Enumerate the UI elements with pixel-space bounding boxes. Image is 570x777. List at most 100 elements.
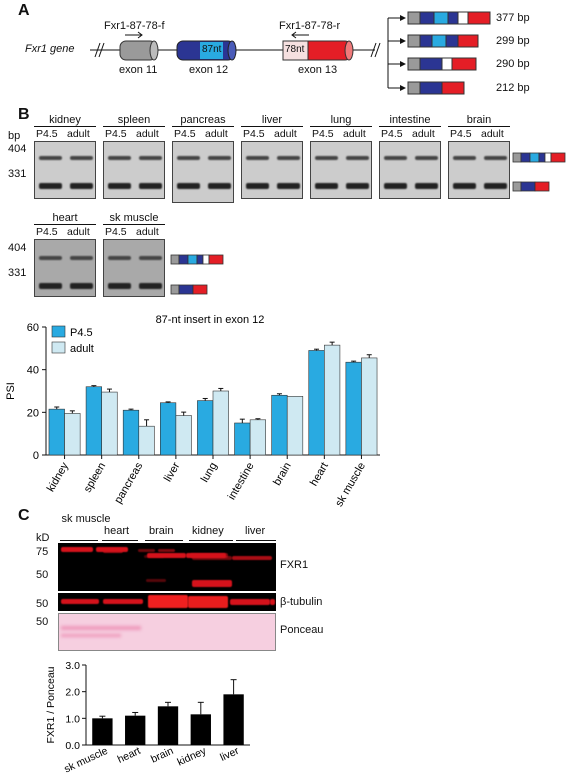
- gel-band: [39, 283, 62, 289]
- lane-label: adult: [136, 128, 159, 140]
- bar-adult: [64, 413, 81, 456]
- gel-band: [277, 183, 300, 189]
- x-tick-label: liver: [218, 745, 241, 764]
- tissue-label-intestine: intestine: [379, 114, 441, 127]
- legend-swatch: [51, 341, 66, 354]
- blot-c-tissue-kidney: kidney: [192, 525, 224, 537]
- bar-adult: [286, 396, 304, 456]
- gel-area: kidney P4.5 adult spleen P4.5 adult pancreas P4…: [0, 0, 570, 310]
- bar-P4.5: [271, 394, 288, 456]
- gel-sk-muscle: [103, 239, 165, 297]
- lane-label: adult: [481, 128, 504, 140]
- x-tick-label: sk muscle: [333, 461, 368, 509]
- bar-adult: [212, 390, 229, 456]
- lane-label: P4.5: [312, 128, 334, 140]
- gel-band: [139, 183, 162, 189]
- gel-band: [139, 256, 162, 260]
- legend-swatch: [51, 325, 66, 338]
- bar-P4.5: [308, 350, 325, 456]
- lane-label: P4.5: [36, 128, 58, 140]
- x-tick-label: liver: [162, 460, 183, 484]
- gel-band: [315, 183, 338, 189]
- tissue-label-kidney: kidney: [34, 114, 96, 127]
- bar-P4.5: [345, 361, 362, 456]
- x-tick-label: pancreas: [112, 460, 145, 506]
- gel-band: [39, 183, 62, 189]
- y-tick-label: 2.0: [65, 687, 80, 699]
- marker-50-tubulin: 50: [36, 598, 49, 610]
- x-tick-label: spleen: [82, 461, 109, 495]
- lane-label: P4.5: [243, 128, 265, 140]
- gel-band: [453, 183, 476, 189]
- y-tick-label: 1.0: [65, 713, 80, 725]
- x-tick-label: kidney: [175, 745, 208, 769]
- tissue-underline-liver: [236, 540, 276, 541]
- gel-liver: [241, 141, 303, 199]
- x-tick-label: brain: [271, 461, 294, 488]
- gel-row2-isoform-icons: [170, 254, 224, 295]
- bar-adult: [138, 425, 155, 456]
- exon-12-label: exon 12: [189, 64, 229, 76]
- gel-kidney: [34, 141, 96, 199]
- lane-label: P4.5: [450, 128, 472, 140]
- bar: [190, 714, 211, 745]
- y-tick-label: 3.0: [65, 660, 80, 672]
- bar-P4.5: [234, 422, 251, 456]
- lane-label: adult: [136, 226, 159, 238]
- gel-band: [384, 156, 407, 160]
- gel-band: [484, 156, 507, 160]
- primer-forward-label: Fxr1-87-78-f: [104, 20, 165, 32]
- y-tick-label: 40: [27, 365, 39, 377]
- gene-diagram: [90, 11, 491, 95]
- primer-reverse-label: Fxr1-87-78-r: [279, 20, 341, 32]
- bar: [157, 706, 179, 745]
- bar-P4.5: [85, 386, 102, 456]
- gel-heart: [34, 239, 96, 297]
- gel-band: [177, 183, 200, 189]
- y-axis-label: FXR1 / Ponceau: [45, 666, 57, 743]
- tissue-label-brain: brain: [448, 114, 510, 127]
- gel-pancreas: [172, 141, 234, 203]
- gel-brain: [448, 141, 510, 199]
- gel-band: [415, 183, 438, 189]
- ponceau-stain: [58, 613, 276, 651]
- bar-P4.5: [160, 402, 177, 456]
- panel-a-label: A: [18, 2, 30, 19]
- bar-adult: [101, 391, 118, 456]
- gel-band: [346, 156, 369, 160]
- y-axis-label: PSI: [5, 382, 17, 400]
- bar: [92, 718, 113, 745]
- lane-label: adult: [274, 128, 297, 140]
- lane-label: P4.5: [105, 128, 127, 140]
- tissue-underline-brain: [145, 540, 183, 541]
- lane-label: adult: [205, 128, 228, 140]
- tissue-underline-kidney: [189, 540, 233, 541]
- marker-331-row1: 331: [8, 168, 27, 180]
- bp-label-row1: bp: [8, 130, 21, 142]
- gel-band: [453, 156, 476, 160]
- lane-label: P4.5: [36, 226, 58, 238]
- tissue-label-pancreas: pancreas: [172, 114, 234, 127]
- gel-intestine: [379, 141, 441, 199]
- exon-11-label: exon 11: [119, 64, 158, 76]
- bar-adult: [249, 419, 266, 456]
- gel-band: [108, 156, 131, 160]
- marker-404-row2: 404: [8, 242, 27, 254]
- lane-label: adult: [343, 128, 366, 140]
- tissue-label-heart: heart: [34, 212, 96, 225]
- gel-band: [70, 256, 93, 260]
- legend-label: adult: [70, 343, 94, 355]
- gel-band: [70, 156, 93, 160]
- isoform-377-label: 377 bp: [496, 12, 530, 24]
- gel-band: [208, 156, 231, 160]
- gel-lung: [310, 141, 372, 199]
- lane-label: adult: [67, 128, 90, 140]
- legend-label: P4.5: [70, 327, 93, 339]
- blot-c-tissue-sk-muscle: sk muscle: [61, 513, 111, 525]
- tissue-underline-sk: [60, 540, 98, 541]
- gel-band: [346, 183, 369, 189]
- tissue-label-lung: lung: [310, 114, 372, 127]
- tissue-underline-heart: [102, 540, 138, 541]
- y-tick-label: 0.0: [65, 740, 80, 752]
- bar: [125, 715, 146, 745]
